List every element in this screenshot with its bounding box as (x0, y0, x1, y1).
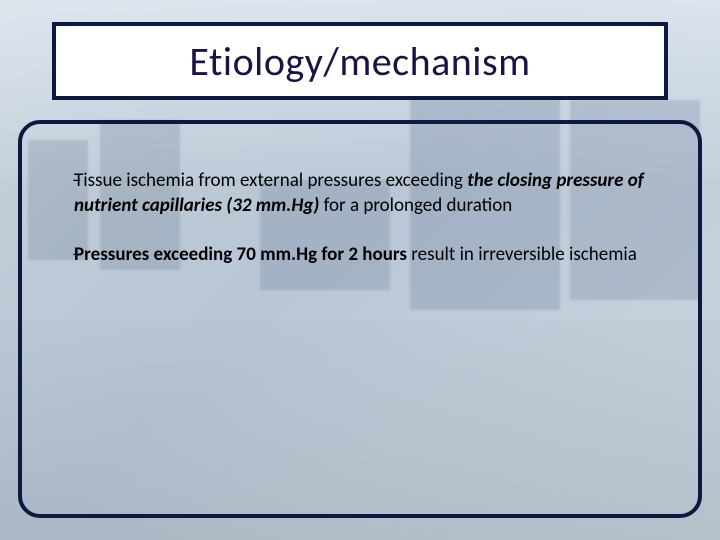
bullet-item: – Pressures exceeding 70 mm.Hg for 2 hou… (52, 242, 668, 267)
content-area: – Tissue ischemia from external pressure… (52, 168, 668, 291)
bullet-dash: – (52, 242, 74, 267)
bullet-text: Tissue ischemia from external pressures … (74, 168, 668, 218)
bullet-text: Pressures exceeding 70 mm.Hg for 2 hours… (74, 242, 668, 267)
bullet-emph: Pressures exceeding 70 mm.Hg for 2 hours (74, 243, 407, 266)
title-box: Etiology/mechanism (52, 22, 668, 100)
bullet-post: result in irreversible ischemia (407, 243, 637, 266)
slide-title: Etiology/mechanism (189, 37, 530, 86)
bullet-item: – Tissue ischemia from external pressure… (52, 168, 668, 218)
bullet-pre: Tissue ischemia from external pressures … (74, 169, 467, 192)
bullet-dash: – (52, 168, 74, 218)
bullet-post: for a prolonged duration (319, 194, 512, 217)
